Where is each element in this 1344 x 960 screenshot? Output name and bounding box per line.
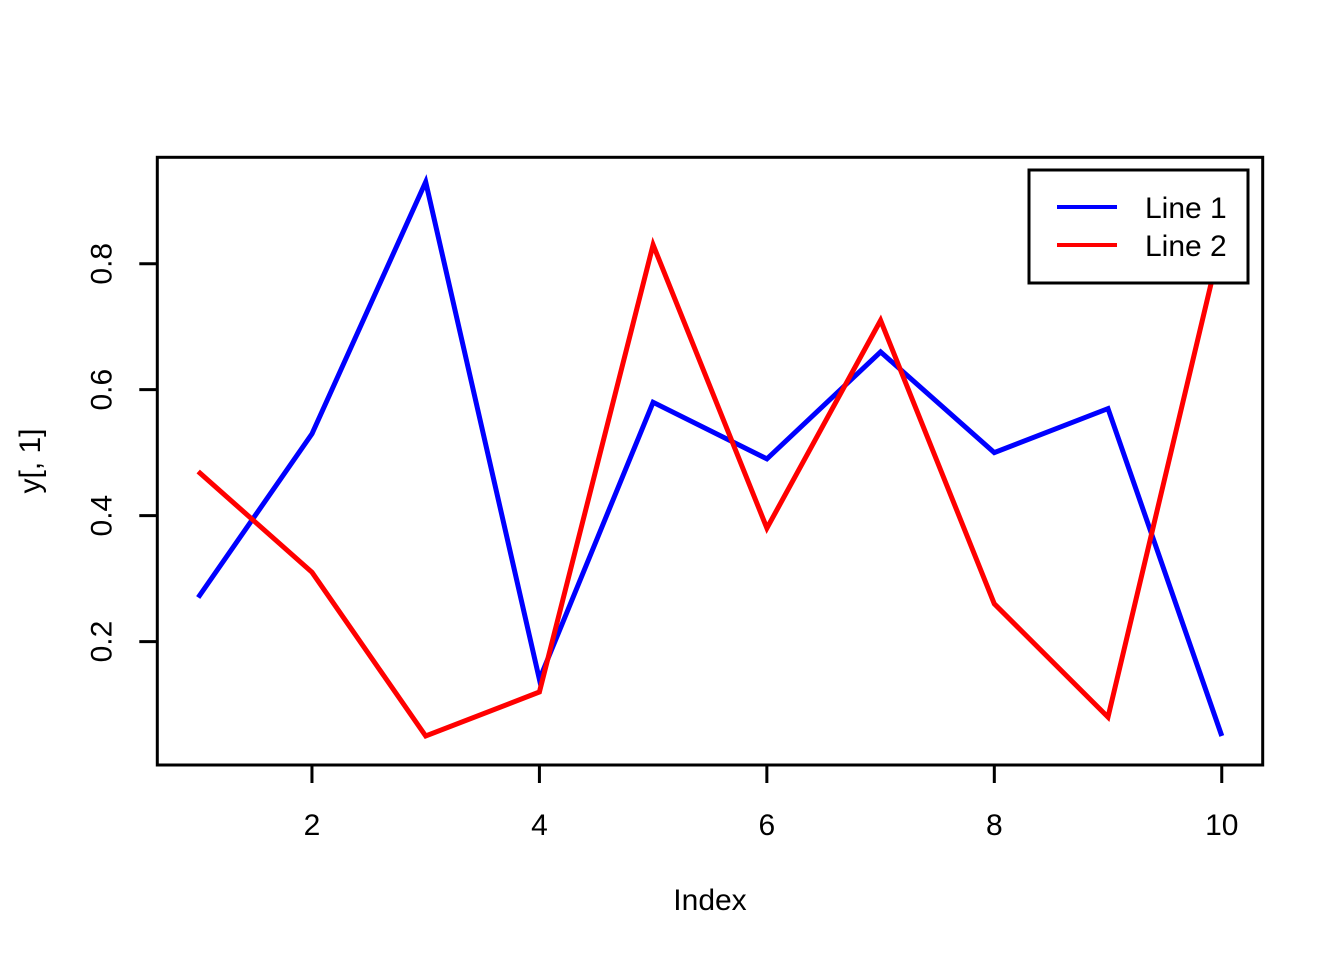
plot-border [155, 155, 1265, 767]
x-axis-tick-label: 6 [759, 809, 776, 842]
series-layer [196, 174, 1225, 740]
y-axis-title: y[, 1] [14, 428, 47, 493]
y-axis-tick-label: 0.2 [85, 621, 118, 663]
y-axis-tick-label: 0.8 [85, 243, 118, 285]
legend-label-line1: Line 1 [1145, 192, 1227, 225]
x-axis-tick-label: 8 [986, 809, 1003, 842]
x-axis-tick-label: 2 [304, 809, 321, 842]
series-line-2 [196, 236, 1225, 740]
legend-label-line2: Line 2 [1145, 230, 1227, 263]
axes-layer: 2 4 6 8 10 0.2 0.4 0.6 0.8 [85, 155, 1265, 842]
y-axis-tick-label: 0.4 [85, 495, 118, 537]
x-axis-tick-label: 10 [1205, 809, 1238, 842]
series-line-1 [196, 174, 1225, 737]
y-axis-tick-label: 0.6 [85, 369, 118, 411]
x-axis-tick-label: 4 [531, 809, 548, 842]
x-axis-title: Index [673, 884, 746, 917]
legend-layer [1027, 168, 1250, 285]
legend-box [1027, 168, 1250, 285]
